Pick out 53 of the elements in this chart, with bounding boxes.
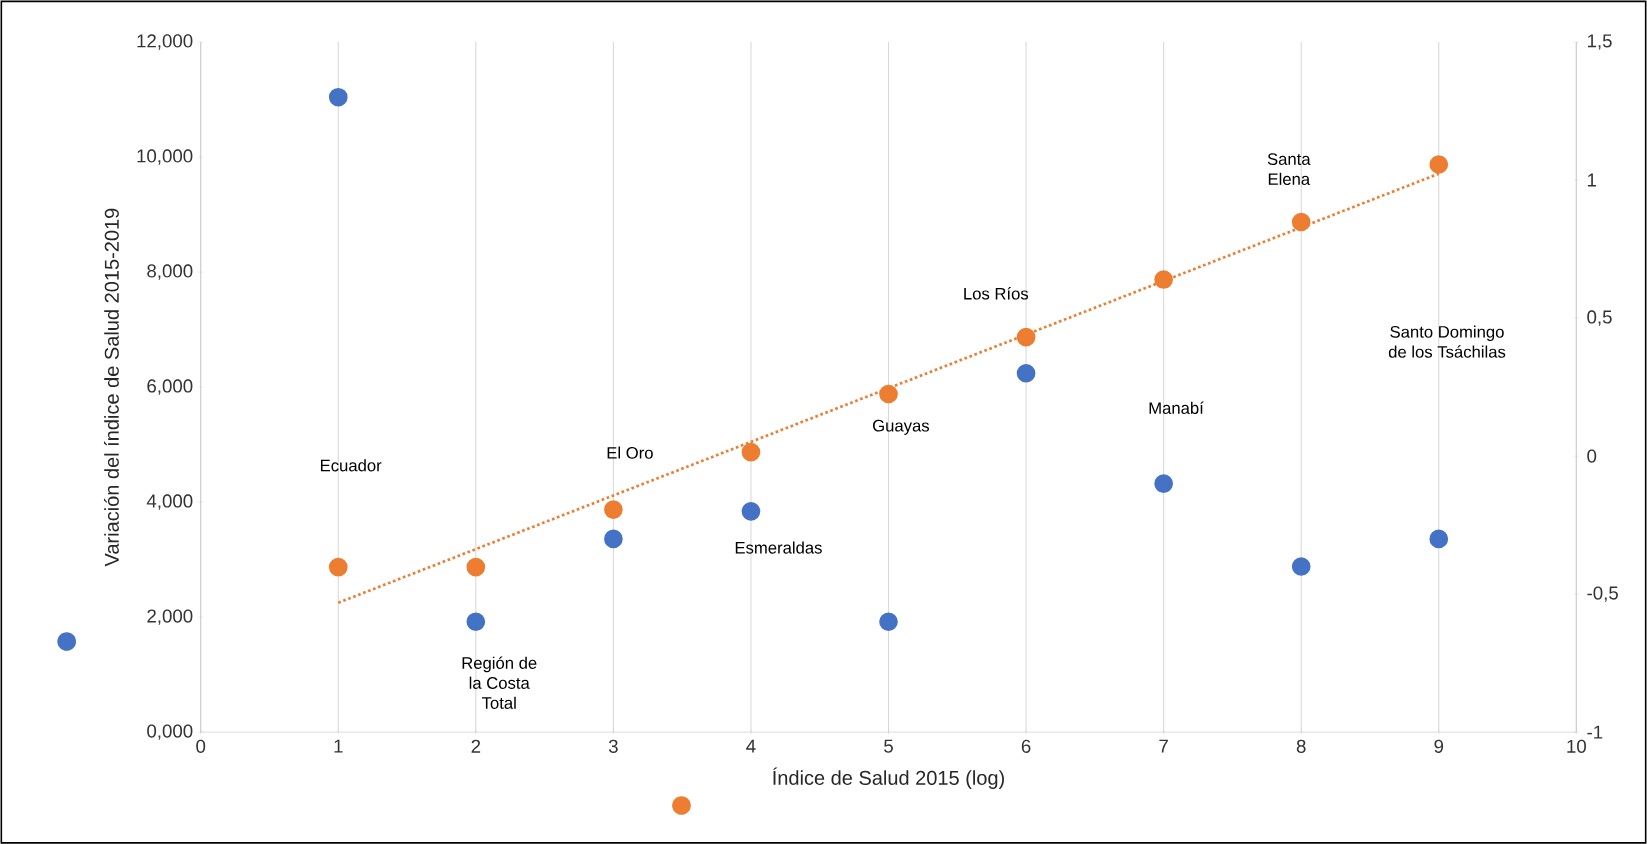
y2-tick-label: 0,5	[1587, 310, 1612, 326]
annotation: Santa Elena	[1267, 153, 1311, 185]
point	[1429, 529, 1449, 549]
point	[741, 442, 761, 462]
x-tick-label: 8	[1296, 739, 1306, 753]
x-tick-label: 3	[608, 739, 618, 753]
y2-tick-label: 1,5	[1587, 34, 1612, 50]
point	[879, 384, 898, 404]
y2-tick-label: 1	[1587, 173, 1597, 187]
y-tick-label: 0,000	[147, 724, 193, 740]
y2-tick-label: 0	[1587, 449, 1597, 463]
y-tick-label: 2,000	[147, 609, 193, 625]
point	[1154, 474, 1173, 493]
x-tick-label: 4	[746, 739, 756, 753]
point	[604, 529, 623, 549]
annotation: Los Ríos	[964, 287, 1029, 300]
y-tick-label: 10,000	[137, 149, 193, 165]
point	[1291, 557, 1311, 576]
x-tick-label: 0	[196, 739, 206, 753]
x-tick-label: 10	[1567, 739, 1586, 753]
annotation: El Oro	[607, 446, 653, 459]
y-tick-label: 12,000	[137, 34, 193, 50]
y-tick-label: 8,000	[147, 264, 193, 280]
annotation: Guayas	[873, 419, 930, 435]
y2-tick-label: -1	[1587, 725, 1603, 739]
point	[328, 87, 348, 107]
point	[466, 557, 486, 577]
y-axis-title: Variación del índice de Salud 2015-2019	[103, 208, 119, 567]
x-tick-label: 6	[1021, 739, 1031, 753]
x-tick-label: 5	[884, 739, 893, 753]
annotation: Ecuador	[320, 459, 382, 472]
annotation: Región de la Costa Total	[462, 656, 537, 709]
point	[1154, 270, 1173, 289]
point	[1291, 212, 1311, 232]
annotation: Esmeraldas	[735, 541, 822, 554]
point	[1016, 363, 1036, 383]
x-tick-label: 1	[334, 739, 343, 753]
y-tick-label: 4,000	[146, 494, 193, 510]
annotation: Manabí	[1149, 401, 1204, 414]
y-tick-label: 6,000	[147, 379, 193, 395]
x-tick-label: 7	[1159, 739, 1168, 753]
point	[879, 612, 898, 631]
y2-tick-label: -0,5	[1587, 586, 1618, 602]
point	[1429, 155, 1449, 174]
x-tick-label: 2	[471, 739, 481, 753]
point	[1016, 327, 1036, 347]
point	[466, 612, 486, 631]
x-axis-title: Índice de Salud 2015 (log)	[773, 767, 1004, 789]
x-tick-label: 9	[1434, 739, 1444, 753]
point	[741, 501, 761, 521]
point	[604, 500, 623, 519]
annotation: Santo Domingo de los Tsáchilas	[1388, 325, 1506, 358]
point	[328, 557, 348, 577]
